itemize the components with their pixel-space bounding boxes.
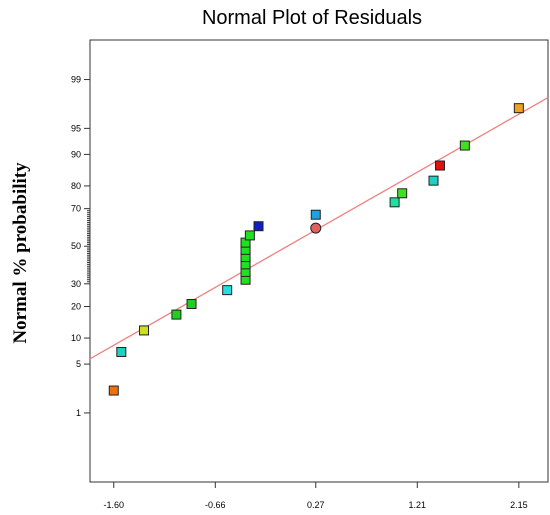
data-point — [434, 160, 445, 171]
data-point — [389, 197, 400, 208]
data-point — [108, 385, 119, 396]
y-tick-label: 80 — [71, 181, 81, 191]
plot-area-frame — [89, 39, 549, 483]
data-point — [253, 221, 264, 232]
x-tick-label: -1.60 — [104, 500, 125, 510]
data-point — [186, 299, 197, 310]
y-tick-label: 30 — [71, 279, 81, 289]
y-tick-label: 90 — [71, 149, 81, 159]
data-point — [222, 285, 233, 296]
x-axis: -1.60 -0.66 0.27 1.21 2.15 — [104, 482, 528, 510]
x-tick-label: 2.15 — [510, 500, 528, 510]
x-tick-label: -0.66 — [205, 500, 226, 510]
data-point — [116, 346, 127, 357]
data-point — [513, 103, 524, 114]
y-tick-label: 20 — [71, 302, 81, 312]
y-tick-label: 95 — [71, 123, 81, 133]
y-tick-label: 10 — [71, 333, 81, 343]
x-tick-label: 1.21 — [409, 500, 427, 510]
data-point — [139, 325, 150, 336]
y-tick-label: 70 — [71, 204, 81, 214]
data-point — [244, 230, 255, 241]
data-point — [171, 309, 182, 320]
data-point — [310, 209, 321, 220]
data-point — [397, 188, 408, 199]
y-tick-label: 1 — [76, 408, 81, 418]
y-axis-label: Normal % probability — [10, 162, 31, 344]
chart-title: Normal Plot of Residuals — [202, 7, 422, 29]
x-tick-label: 0.27 — [307, 500, 325, 510]
y-tick-label: 50 — [71, 241, 81, 251]
data-point-circle — [310, 222, 322, 234]
data-point — [459, 140, 470, 151]
data-point — [428, 175, 439, 186]
y-tick-label: 5 — [76, 359, 81, 369]
data-points — [108, 103, 524, 396]
y-axis: 1 5 10 20 30 50 70 80 90 95 99 — [71, 75, 90, 418]
y-tick-label: 99 — [71, 75, 81, 85]
